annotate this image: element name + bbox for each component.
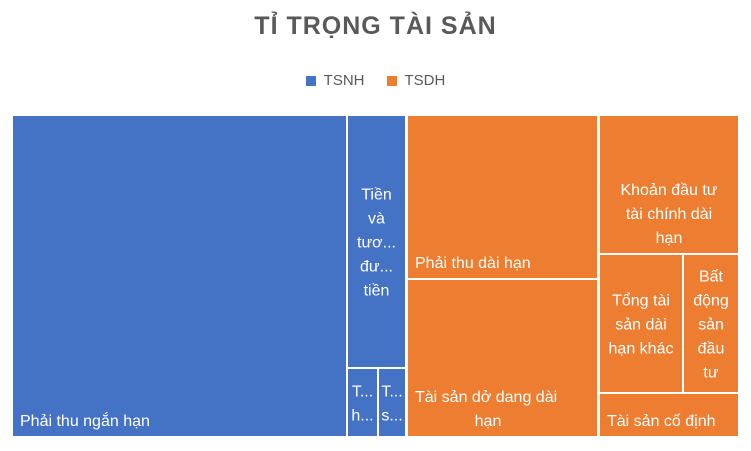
rect-ts-nh-small-1: T... h... xyxy=(348,369,377,436)
rect-khoan-dau-tu-tai-chinh-label-line: tài chính dài xyxy=(626,206,712,223)
chart-title: TỈ TRỌNG TÀI SẢN xyxy=(254,12,497,40)
rect-bat-dong-san-dau-tu-label-line: sản xyxy=(698,317,724,334)
rect-tai-san-do-dang-dai-han-label-line: Tài sản dở dang dài xyxy=(415,389,557,406)
rect-phai-thu-dai-han-label-line: Phải thu dài hạn xyxy=(415,255,531,272)
rect-bat-dong-san-dau-tu-label-line: đầu xyxy=(698,341,725,358)
legend-swatch-tsdh xyxy=(386,75,397,86)
legend-label-tsdh: TSDH xyxy=(404,72,446,89)
rect-bat-dong-san-dau-tu-box xyxy=(684,255,738,392)
rect-bat-dong-san-dau-tu: Bất động sản đầu tư xyxy=(684,255,738,392)
rect-bat-dong-san-dau-tu-label-line: tư xyxy=(703,365,718,382)
rect-ts-nh-small-1-label-line: T... xyxy=(352,384,373,401)
rect-ts-nh-small-2: T... s... xyxy=(379,369,405,436)
rect-tong-tai-san-dai-han-khac-label-line: Tổng tài xyxy=(612,292,670,310)
rect-phai-thu-ngan-han: Phải thu ngắn hạn xyxy=(13,116,346,436)
rect-tai-san-co-dinh-label-line: Tài sản cố định xyxy=(607,413,716,430)
rect-bat-dong-san-dau-tu-label-line: Bất xyxy=(699,269,724,286)
rect-phai-thu-dai-han: Phải thu dài hạn xyxy=(408,116,597,278)
rect-tien-va-tuong-duong-tien-box xyxy=(348,116,405,367)
rect-tai-san-co-dinh: Tài sản cố định xyxy=(600,394,738,436)
rect-khoan-dau-tu-tai-chinh-label-line: Khoản đầu tư xyxy=(620,182,717,199)
rect-tai-san-do-dang-dai-han-label-line: hạn xyxy=(475,413,502,430)
legend-item-tsnh: TSNH xyxy=(305,72,365,89)
rect-ts-nh-small-1-label-line: h... xyxy=(351,408,373,425)
rect-tong-tai-san-dai-han-khac: Tổng tài sản dài hạn khác xyxy=(600,255,682,392)
rect-phai-thu-ngan-han-label-line: Phải thu ngắn hạn xyxy=(20,411,150,430)
rect-tien-va-tuong-duong-tien-label-line: tiền xyxy=(364,283,390,300)
rect-tai-san-do-dang-dai-han: Tài sản dở dang dài hạn xyxy=(408,280,597,436)
legend-item-tsdh: TSDH xyxy=(386,72,446,89)
rect-tien-va-tuong-duong-tien: Tiền và tươ... đư... tiền xyxy=(348,116,405,367)
legend-label-tsnh: TSNH xyxy=(323,72,365,89)
rect-phai-thu-dai-han-box xyxy=(408,116,597,278)
rect-tong-tai-san-dai-han-khac-box xyxy=(600,255,682,392)
rect-tong-tai-san-dai-han-khac-label-line: sản dài xyxy=(615,317,667,334)
legend: TSNH TSDH xyxy=(0,72,751,89)
rect-ts-nh-small-1-box xyxy=(348,369,377,436)
rect-tien-va-tuong-duong-tien-label-line: và xyxy=(368,211,385,228)
rect-bat-dong-san-dau-tu-label-line: động xyxy=(693,293,729,310)
rect-ts-nh-small-2-label-line: s... xyxy=(381,408,402,425)
rect-ts-nh-small-2-label-line: T... xyxy=(381,384,402,401)
rect-phai-thu-ngan-han-box xyxy=(13,116,346,436)
rect-khoan-dau-tu-tai-chinh-box xyxy=(600,116,738,253)
legend-swatch-tsnh xyxy=(305,75,316,86)
rect-tong-tai-san-dai-han-khac-label-line: hạn khác xyxy=(609,341,674,358)
rect-tai-san-do-dang-dai-han-box xyxy=(408,280,597,436)
rect-khoan-dau-tu-tai-chinh-label-line: hạn xyxy=(656,230,683,247)
rect-tien-va-tuong-duong-tien-label-line: tươ... xyxy=(357,235,396,252)
rect-khoan-dau-tu-tai-chinh: Khoản đầu tư tài chính dài hạn xyxy=(600,116,738,253)
rect-tien-va-tuong-duong-tien-label-line: Tiền xyxy=(361,187,392,204)
rect-tai-san-co-dinh-box xyxy=(600,394,738,436)
rect-tien-va-tuong-duong-tien-label-line: đư... xyxy=(360,259,393,276)
rect-ts-nh-small-2-box xyxy=(379,369,405,436)
